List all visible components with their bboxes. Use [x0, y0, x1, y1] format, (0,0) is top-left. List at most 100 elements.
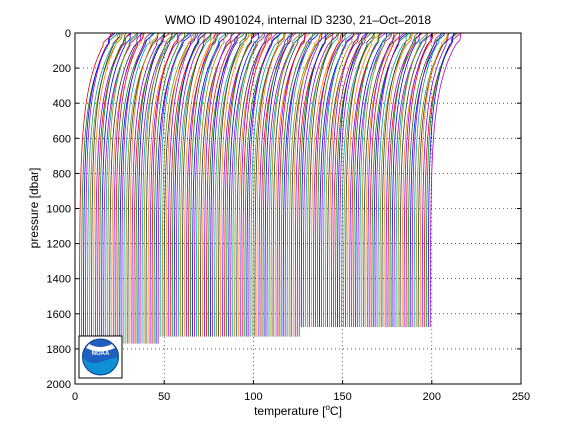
profile-line	[262, 33, 293, 337]
profile-line	[236, 33, 272, 337]
profile-line	[403, 33, 434, 327]
profile-line	[131, 33, 166, 344]
profile-line	[97, 33, 132, 353]
profile-line	[413, 33, 445, 327]
y-tick-label: 1600	[47, 309, 71, 321]
profile-line	[119, 33, 155, 344]
profile-line	[220, 33, 252, 337]
profile-line	[151, 33, 179, 344]
profile-line	[246, 33, 281, 337]
profile-line	[198, 33, 230, 337]
profile-line	[85, 33, 114, 353]
profile-line	[397, 33, 428, 327]
profile-line	[391, 33, 421, 327]
profile-line	[143, 33, 174, 344]
profile-line	[349, 33, 386, 327]
profile-line	[145, 33, 178, 344]
profile-line	[423, 33, 461, 327]
profile-line	[331, 33, 360, 327]
profile-line	[361, 33, 393, 327]
profile-line	[175, 33, 207, 337]
profile-line	[167, 33, 198, 337]
profile-line	[333, 33, 368, 327]
profile-line	[292, 33, 321, 337]
x-tick-label: 250	[512, 391, 530, 403]
profile-line	[298, 33, 333, 337]
profile-line	[278, 33, 306, 337]
profile-line	[327, 33, 362, 327]
x-axis-ticks: 0 50 100 150 200 250	[72, 33, 530, 403]
y-tick-label: 2000	[47, 379, 71, 391]
profile-line	[286, 33, 317, 337]
profile-line	[121, 33, 152, 344]
profile-line	[153, 33, 185, 344]
profile-line	[312, 33, 348, 327]
profile-line	[109, 33, 144, 353]
profile-line	[248, 33, 278, 337]
grid-lines	[75, 33, 521, 384]
profile-line	[242, 33, 272, 337]
profile-line	[171, 33, 207, 337]
profile-line	[196, 33, 227, 337]
profile-line	[294, 33, 326, 337]
profile-line	[135, 33, 167, 344]
profile-line	[107, 33, 138, 353]
profile-line	[314, 33, 343, 327]
profile-line	[353, 33, 381, 327]
x-tick-label: 150	[333, 391, 351, 403]
profile-line	[113, 33, 142, 353]
profile-line	[232, 33, 264, 337]
profile-line	[325, 33, 358, 327]
profile-line	[155, 33, 192, 344]
y-tick-label: 600	[53, 133, 71, 145]
profile-line	[173, 33, 203, 337]
profile-line	[99, 33, 127, 353]
profile-line	[200, 33, 235, 337]
profile-line	[157, 33, 190, 344]
x-axis-label: temperature [oC]	[254, 403, 342, 418]
profile-line	[359, 33, 391, 327]
profile-line	[389, 33, 419, 327]
profile-line	[187, 33, 217, 337]
profile-line	[429, 33, 463, 327]
profile-line	[365, 33, 399, 327]
profile-line	[177, 33, 213, 337]
profile-line	[183, 33, 219, 337]
profile-line	[258, 33, 294, 337]
profile-line	[129, 33, 158, 344]
profile-line	[337, 33, 368, 327]
y-axis-ticks: 0 200 400 600 800 1000 1200 1400 1600 1800 2000	[47, 28, 521, 391]
profile-line	[306, 33, 338, 327]
y-tick-label: 0	[65, 28, 71, 40]
profile-line	[238, 33, 273, 337]
profile-line	[335, 33, 372, 327]
profile-line	[417, 33, 450, 327]
profile-line	[189, 33, 219, 337]
profile-line	[341, 33, 375, 327]
profile-line	[165, 33, 194, 337]
x-tick-label: 50	[158, 391, 170, 403]
profile-line	[369, 33, 400, 327]
profile-line	[407, 33, 442, 327]
x-axis-label-post: C]	[330, 404, 342, 418]
profile-line	[224, 33, 257, 337]
profile-line	[212, 33, 242, 337]
profile-line	[345, 33, 374, 327]
profile-line	[115, 33, 144, 353]
profile-line	[91, 33, 121, 353]
profile-line	[149, 33, 182, 344]
profile-line	[123, 33, 155, 344]
profile-line	[387, 33, 423, 327]
profile-line	[230, 33, 266, 337]
profile-line	[226, 33, 254, 337]
profile-line	[181, 33, 212, 337]
profile-line	[218, 33, 247, 337]
profile-line	[79, 33, 112, 353]
profile-line	[81, 33, 118, 353]
profile-line	[419, 33, 448, 327]
profile-line	[290, 33, 324, 337]
profile-line	[93, 33, 124, 353]
profile-line	[87, 33, 120, 353]
x-tick-label: 0	[72, 391, 78, 403]
profile-line	[415, 33, 451, 327]
